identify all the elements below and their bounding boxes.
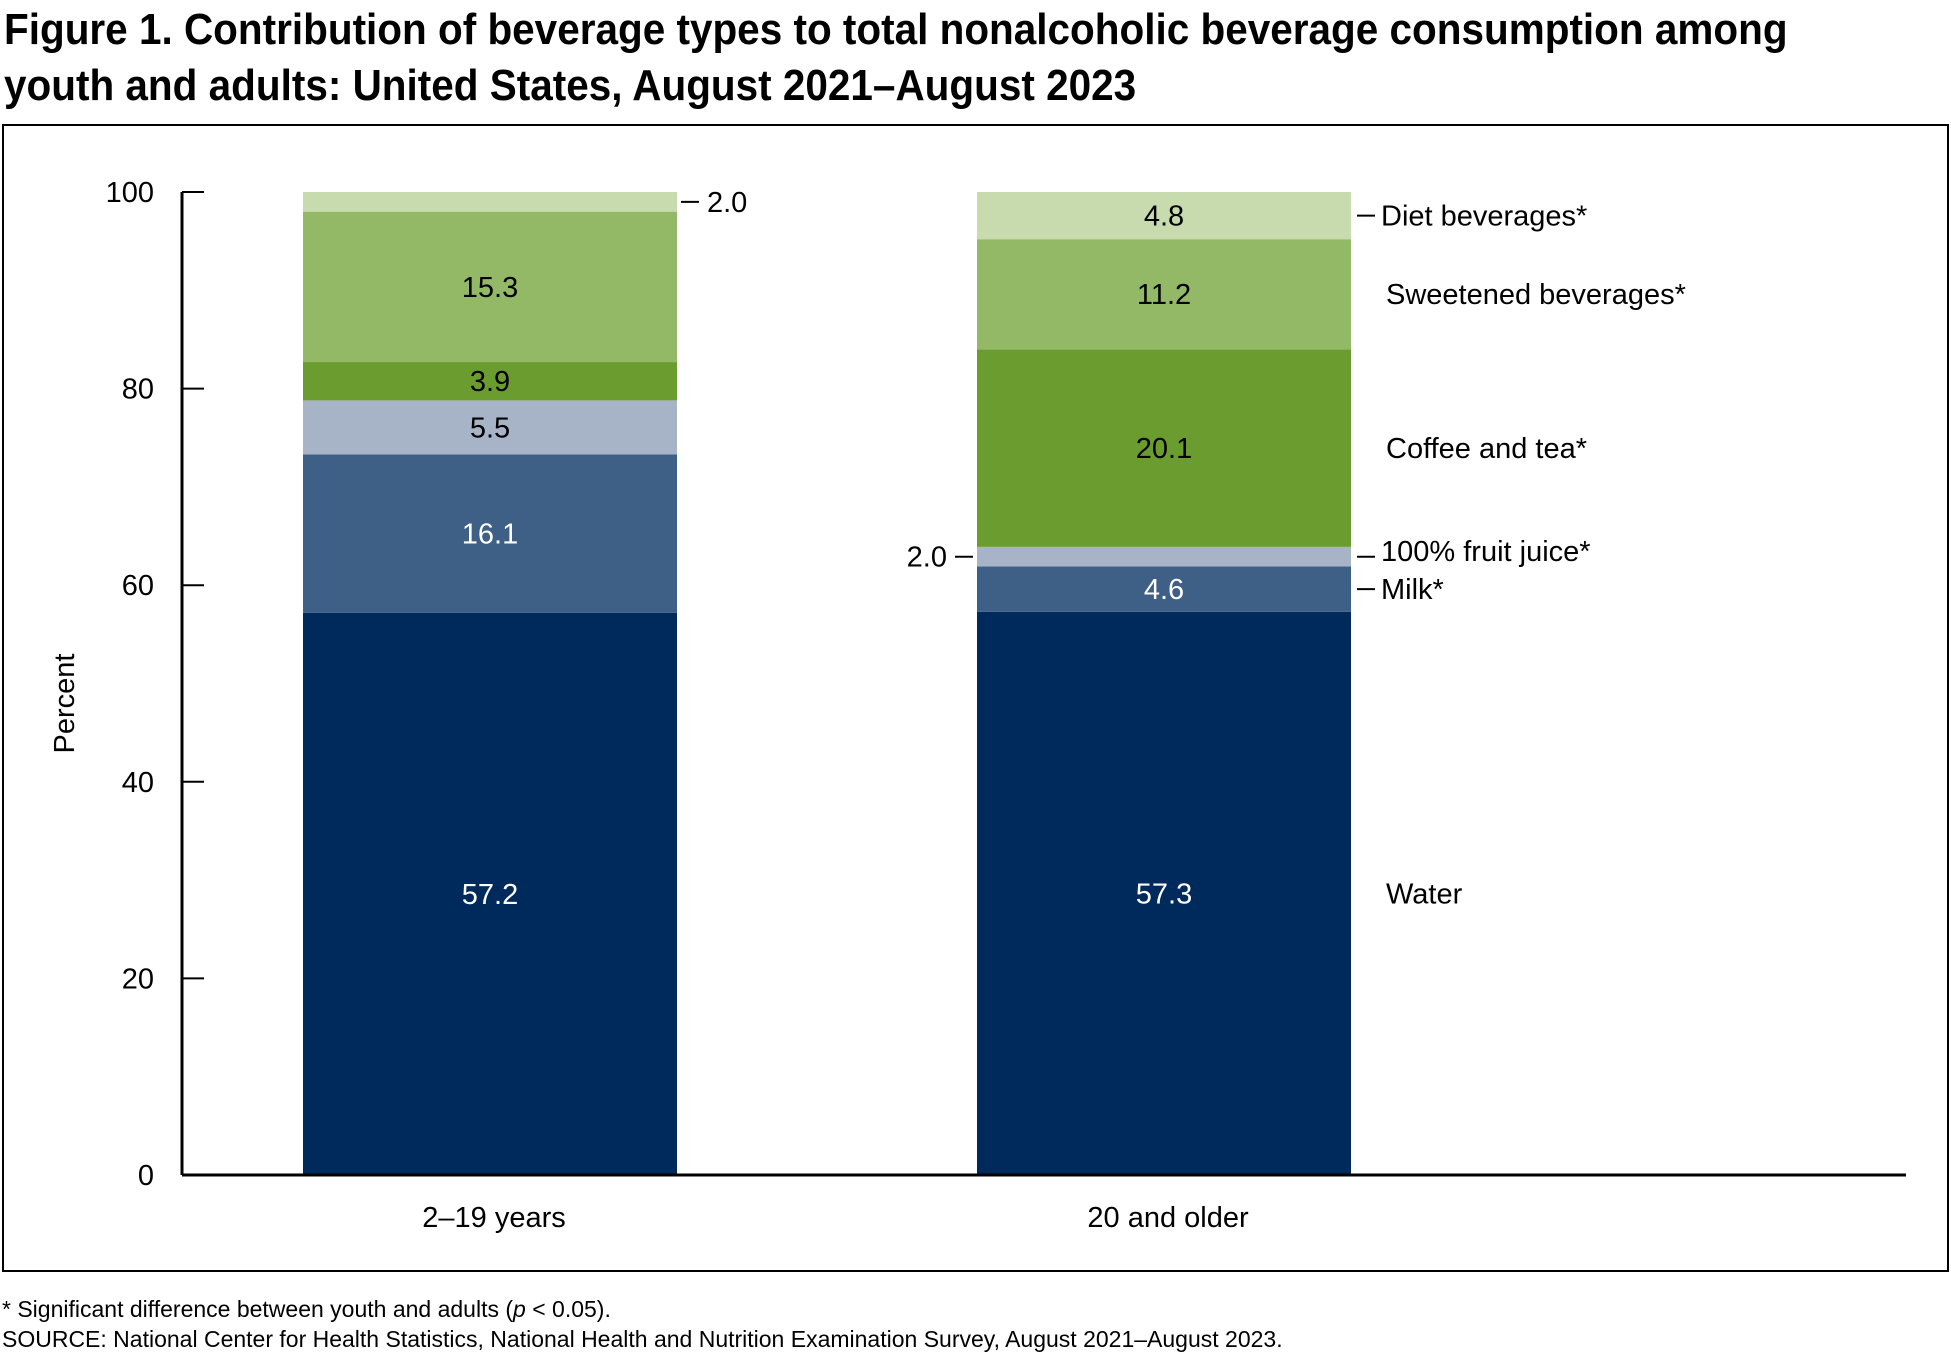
y-tick-label-100: 100 xyxy=(106,177,154,209)
data-label-100-fruit-juice-1: 5.5 xyxy=(470,412,510,444)
bar-milk-1 xyxy=(303,454,677,613)
x-tick-label-2: 20 and older xyxy=(1087,1202,1249,1234)
bar-100-fruit-juice-2 xyxy=(977,546,1351,567)
y-tick-label-0: 0 xyxy=(138,1160,154,1192)
legend-label-coffee-and-tea: Coffee and tea* xyxy=(1386,433,1587,465)
bar-sweetened-beverages-2 xyxy=(977,239,1351,350)
data-label-sweetened-beverages-2: 11.2 xyxy=(1137,279,1191,311)
data-label-milk-2: 4.6 xyxy=(1144,574,1184,606)
data-label-coffee-and-tea-2: 20.1 xyxy=(1136,433,1192,465)
legend-label-sweetened-beverages: Sweetened beverages* xyxy=(1386,279,1686,311)
legend-label-water: Water xyxy=(1386,878,1463,910)
y-axis-title: Percent xyxy=(49,654,81,754)
legend-label-100-fruit-juice: 100% fruit juice* xyxy=(1381,536,1591,568)
data-label-milk-1: 16.1 xyxy=(462,519,518,551)
bar-100-fruit-juice-1 xyxy=(303,400,677,455)
data-label-coffee-and-tea-1: 3.9 xyxy=(470,366,510,398)
data-label-diet-beverages-2: 4.8 xyxy=(1144,201,1184,233)
labels-group: 57.2 16.1 5.5 3.9 15.3 2.0 57.3 4.6 2.0 20.1 11.2 4… xyxy=(462,187,1686,911)
bar-diet-beverages-2 xyxy=(977,192,1351,240)
bars-group xyxy=(303,192,1351,1175)
chart-frame: 0 20 40 60 80 100 2–19 years 20 and older Percen… xyxy=(2,124,1949,1272)
bar-water-1 xyxy=(303,612,677,1175)
bar-sweetened-beverages-1 xyxy=(303,211,677,363)
legend-label-milk: Milk* xyxy=(1381,574,1444,606)
bar-water-2 xyxy=(977,611,1351,1175)
source-note: SOURCE: National Center for Health Stati… xyxy=(2,1326,1283,1352)
data-label-diet-beverages-1: 2.0 xyxy=(707,187,747,219)
y-tick-label-20: 20 xyxy=(122,963,154,995)
axes-group: 0 20 40 60 80 100 2–19 years 20 and older Percen… xyxy=(49,177,1906,1234)
legend-label-diet-beverages: Diet beverages* xyxy=(1381,201,1587,233)
data-label-water-1: 57.2 xyxy=(462,879,518,911)
bar-diet-beverages-1 xyxy=(303,192,677,212)
y-tick-label-60: 60 xyxy=(122,570,154,602)
y-tick-label-40: 40 xyxy=(122,767,154,799)
bar-milk-2 xyxy=(977,566,1351,612)
data-label-sweetened-beverages-1: 15.3 xyxy=(462,272,518,304)
x-tick-label-1: 2–19 years xyxy=(422,1202,566,1234)
bar-coffee-and-tea-1 xyxy=(303,362,677,401)
data-label-water-2: 57.3 xyxy=(1136,878,1192,910)
stacked-bar-chart: 0 20 40 60 80 100 2–19 years 20 and older Percen… xyxy=(49,177,1906,1234)
bar-coffee-and-tea-2 xyxy=(977,349,1351,547)
data-label-100-fruit-juice-2: 2.0 xyxy=(907,542,947,574)
significance-note: * Significant difference between youth a… xyxy=(2,1296,611,1322)
footnotes: * Significant difference between youth a… xyxy=(2,1294,1283,1354)
figure-title: Figure 1. Contribution of beverage types… xyxy=(4,5,1788,110)
y-tick-label-80: 80 xyxy=(122,374,154,406)
